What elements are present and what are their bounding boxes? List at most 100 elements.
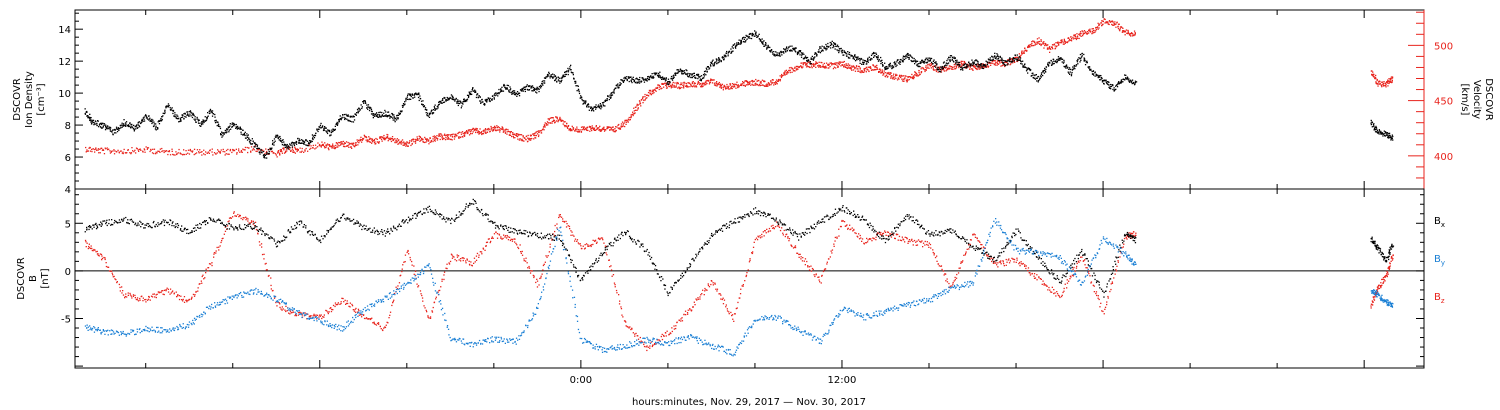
ion-density-series-point bbox=[957, 63, 959, 66]
velocity-series-point bbox=[338, 145, 340, 147]
velocity-series-point bbox=[794, 70, 796, 72]
velocity-series-point bbox=[925, 66, 927, 69]
ion-density-series-point bbox=[151, 118, 153, 121]
ion-density-series-point bbox=[1007, 63, 1009, 65]
ion-density-series-point bbox=[602, 104, 604, 106]
ion-density-series-point bbox=[207, 112, 209, 114]
ion-density-series-point bbox=[103, 124, 105, 126]
velocity-series-point bbox=[825, 66, 827, 69]
velocity-series-point bbox=[767, 85, 769, 87]
ion-density-series-point bbox=[886, 65, 888, 68]
ion-density-series-point bbox=[830, 47, 832, 49]
ion-density-series-point bbox=[91, 121, 93, 123]
ion-density-series-point bbox=[405, 98, 407, 100]
velocity-series-point bbox=[644, 93, 646, 96]
velocity-series-point bbox=[152, 148, 154, 150]
velocity-series-point bbox=[324, 147, 326, 149]
velocity-series-point bbox=[97, 148, 100, 150]
velocity-series-point bbox=[859, 71, 861, 73]
ion-density-series-point bbox=[185, 116, 187, 118]
velocity-series-point bbox=[339, 144, 342, 146]
ion-density-series-point bbox=[1066, 67, 1068, 69]
velocity-series-point bbox=[1131, 32, 1133, 34]
ion-density-series-point bbox=[93, 124, 95, 126]
velocity-series-point bbox=[1083, 32, 1086, 35]
ion-density-series-point bbox=[242, 133, 244, 136]
velocity-series-point bbox=[1107, 23, 1109, 25]
ion-density-series-point bbox=[570, 69, 572, 71]
velocity-series-point bbox=[1040, 43, 1042, 45]
velocity-series-point bbox=[498, 127, 501, 129]
ion-density-series-point bbox=[870, 54, 873, 56]
velocity-series-point bbox=[1129, 34, 1131, 36]
ion-density-series-point bbox=[830, 42, 832, 44]
ion-density-series-point bbox=[591, 107, 594, 110]
velocity-series-point bbox=[1048, 47, 1051, 49]
ion-density-series-point bbox=[119, 127, 121, 130]
velocity-series-point bbox=[840, 65, 842, 67]
top-left-y-tick-label: 14 bbox=[58, 25, 71, 36]
ion-density-series-point bbox=[131, 125, 133, 127]
velocity-series-point bbox=[1380, 84, 1383, 86]
velocity-series-point bbox=[519, 134, 521, 136]
velocity-series-point bbox=[572, 128, 574, 131]
velocity-series-point bbox=[691, 86, 694, 88]
ion-density-series-point bbox=[1381, 132, 1384, 134]
velocity-series-point bbox=[365, 139, 367, 141]
ion-density-series-point bbox=[1027, 72, 1029, 74]
ion-density-series-point bbox=[836, 49, 838, 51]
velocity-series-point bbox=[528, 138, 530, 140]
ion-density-series-point bbox=[645, 78, 647, 80]
velocity-series-point bbox=[721, 86, 723, 88]
ion-density-series-point bbox=[633, 79, 635, 81]
ion-density-series-point bbox=[831, 40, 833, 42]
ion-density-series-point bbox=[455, 97, 457, 100]
ion-density-series-point bbox=[438, 103, 440, 105]
velocity-series-point bbox=[525, 135, 528, 138]
ion-density-series-point bbox=[378, 111, 380, 114]
velocity-series-point bbox=[797, 68, 799, 70]
ion-density-series-point bbox=[492, 95, 494, 97]
velocity-series-point bbox=[384, 139, 386, 141]
ion-density-series-point bbox=[422, 106, 425, 108]
ion-density-series-point bbox=[389, 114, 391, 116]
velocity-series-point bbox=[1004, 65, 1006, 68]
ion-density-series-point bbox=[905, 54, 907, 57]
ion-density-series-point bbox=[311, 140, 313, 143]
velocity-series-point bbox=[322, 143, 324, 146]
ion-density-series-point bbox=[880, 56, 882, 59]
velocity-series-point bbox=[621, 125, 623, 127]
velocity-series-point bbox=[694, 86, 696, 88]
ion-density-series-point bbox=[746, 35, 748, 37]
ion-density-series-point bbox=[923, 61, 926, 63]
ion-density-series-point bbox=[387, 111, 389, 113]
velocity-series-point bbox=[823, 62, 825, 65]
velocity-series-point bbox=[720, 84, 723, 87]
velocity-series-point bbox=[1021, 51, 1023, 53]
ion-density-series-point bbox=[87, 115, 89, 117]
velocity-series-point bbox=[746, 84, 748, 86]
ion-density-series-point bbox=[809, 63, 811, 65]
ion-density-series-point bbox=[1003, 62, 1005, 64]
ion-density-series-point bbox=[431, 109, 433, 111]
velocity-series-point bbox=[500, 128, 503, 130]
velocity-series-point bbox=[380, 138, 383, 141]
velocity-series-point bbox=[483, 129, 485, 131]
velocity-series-point bbox=[1061, 40, 1063, 42]
ion-density-series-point bbox=[1109, 87, 1111, 89]
ion-density-series-point bbox=[975, 59, 977, 61]
velocity-series-point bbox=[683, 86, 685, 88]
ion-density-series-point bbox=[293, 143, 295, 145]
velocity-series-point bbox=[796, 68, 798, 70]
velocity-series-point bbox=[656, 87, 659, 89]
ion-density-series-point bbox=[630, 79, 632, 81]
velocity-series-point bbox=[626, 120, 629, 122]
ion-density-series-point bbox=[815, 52, 817, 55]
velocity-series-point bbox=[961, 64, 963, 67]
velocity-series-point bbox=[718, 83, 720, 86]
ion-density-series-point bbox=[920, 61, 922, 63]
ion-density-series-point bbox=[739, 43, 741, 45]
ion-density-series-point bbox=[853, 58, 856, 60]
ion-density-series-point bbox=[172, 109, 175, 112]
velocity-series-point bbox=[98, 152, 100, 154]
